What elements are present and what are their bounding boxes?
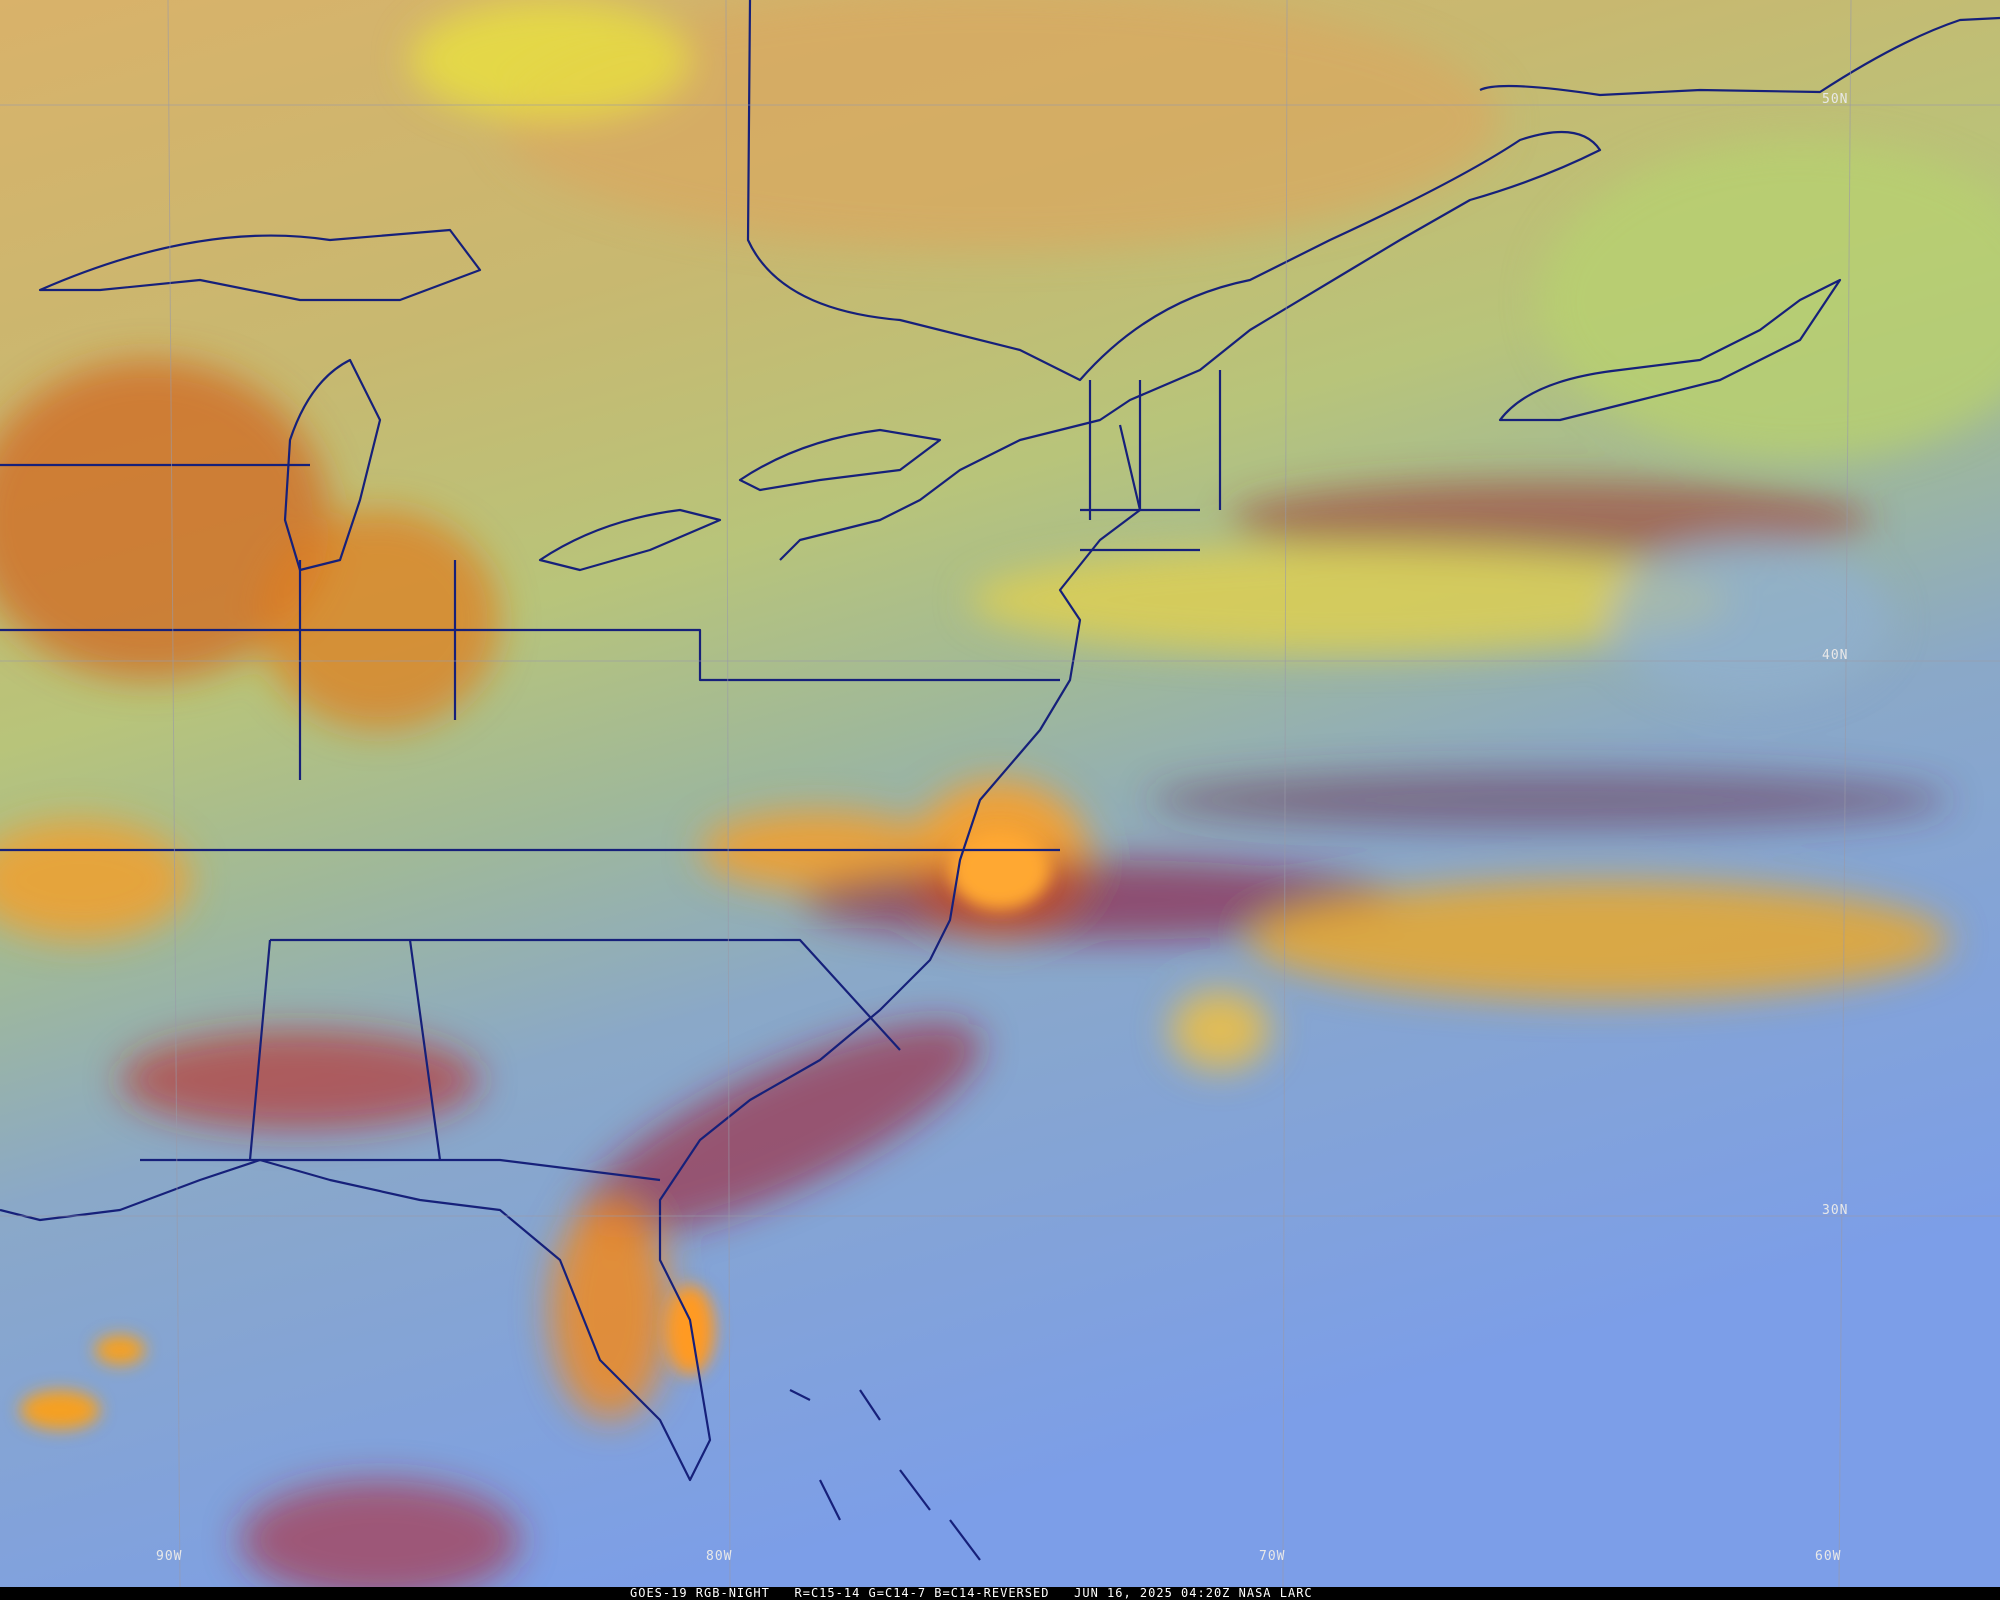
lake-superior bbox=[38, 228, 482, 302]
coastline bbox=[1498, 278, 1842, 422]
coastline bbox=[0, 424, 1142, 1482]
lake-erie bbox=[538, 508, 722, 572]
longitude-line bbox=[1282, 0, 1288, 1588]
bahamas bbox=[789, 1389, 981, 1561]
coastlines-and-borders bbox=[0, 0, 2000, 1561]
latitude-label: 30N bbox=[1822, 1203, 1848, 1218]
footer-bar bbox=[0, 1587, 2000, 1600]
footer-caption: GOES-19 RGB-NIGHT R=C15-14 G=C14-7 B=C14… bbox=[630, 1586, 1313, 1600]
coastline bbox=[746, 0, 1602, 561]
coastline bbox=[1479, 16, 2000, 97]
longitude-label: 80W bbox=[706, 1549, 732, 1564]
longitude-line bbox=[725, 0, 731, 1588]
longitude-label: 60W bbox=[1815, 1549, 1841, 1564]
latitude-label: 50N bbox=[1822, 92, 1848, 107]
lake-michigan bbox=[283, 358, 382, 572]
longitude-line bbox=[1838, 0, 1852, 1588]
state-borders bbox=[0, 370, 1222, 1182]
graticule-labels: 50N 40N 30N 90W 80W 70W 60W bbox=[156, 92, 1848, 1564]
longitude-line bbox=[167, 0, 181, 1588]
lake-ontario bbox=[738, 428, 942, 492]
latitude-label: 40N bbox=[1822, 648, 1848, 663]
longitude-label: 70W bbox=[1259, 1549, 1285, 1564]
longitude-label: 90W bbox=[156, 1549, 182, 1564]
